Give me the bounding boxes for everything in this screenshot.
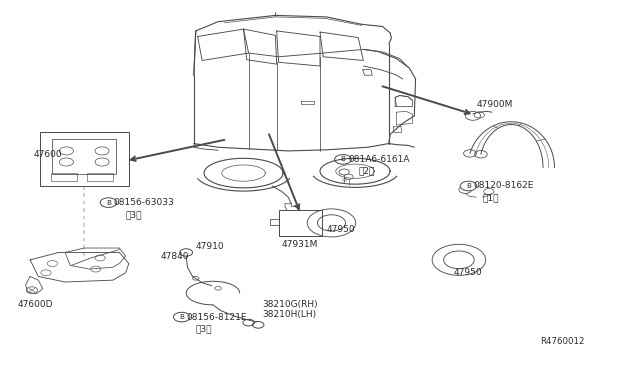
Text: B: B: [466, 183, 471, 189]
Text: （3）: （3）: [125, 210, 142, 219]
Text: 47600: 47600: [33, 150, 62, 159]
Text: B: B: [340, 156, 346, 163]
Text: 47600D: 47600D: [17, 300, 53, 309]
Circle shape: [460, 181, 477, 191]
Bar: [52, 139, 116, 174]
Bar: [51, 173, 77, 181]
Bar: [88, 173, 113, 181]
Circle shape: [173, 312, 190, 322]
Text: （2）: （2）: [358, 167, 374, 176]
Text: 47950: 47950: [326, 225, 355, 234]
Text: 47910: 47910: [196, 243, 225, 251]
Bar: [40, 132, 129, 186]
Text: 38210H(LH): 38210H(LH): [262, 310, 317, 319]
Text: 47950: 47950: [454, 268, 483, 277]
Text: 47900M: 47900M: [476, 100, 513, 109]
Text: 47840: 47840: [161, 251, 189, 261]
Text: B: B: [106, 200, 111, 206]
Circle shape: [100, 198, 116, 208]
Circle shape: [26, 287, 38, 294]
Text: 38210G(RH): 38210G(RH): [262, 300, 318, 309]
Circle shape: [339, 169, 349, 175]
Text: （1）: （1）: [483, 193, 499, 202]
Circle shape: [344, 174, 353, 179]
Text: 081A6-6161A: 081A6-6161A: [349, 155, 410, 164]
Text: R4760012: R4760012: [540, 337, 584, 346]
Bar: [278, 210, 322, 236]
Text: 08156-63033: 08156-63033: [113, 198, 173, 207]
Circle shape: [193, 276, 199, 280]
Text: 08120-8162E: 08120-8162E: [473, 182, 533, 190]
Circle shape: [215, 286, 221, 290]
Text: 47931M: 47931M: [282, 240, 318, 249]
Text: B: B: [179, 314, 184, 320]
Text: 08156-8121E: 08156-8121E: [186, 312, 246, 321]
Text: （3）: （3）: [196, 325, 212, 334]
Circle shape: [335, 155, 351, 164]
